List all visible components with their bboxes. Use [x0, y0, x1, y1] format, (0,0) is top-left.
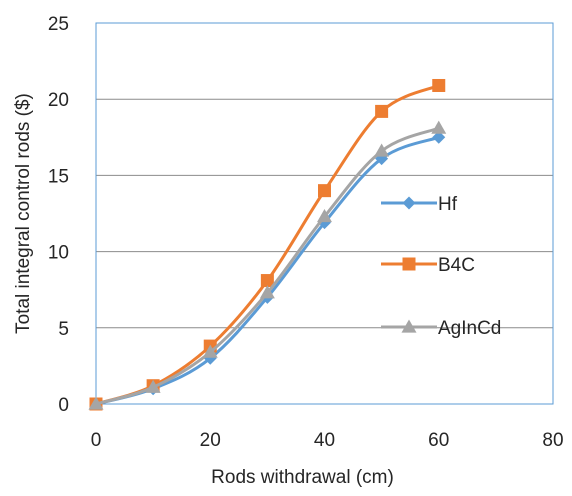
series-line-hf: [94, 135, 441, 406]
x-axis-title: Rods withdrawal (cm): [211, 467, 394, 488]
y-tick-label: 0: [58, 395, 69, 416]
tick-labels: 0 5 10 15 20 25 0 20 40 60 80: [48, 14, 564, 451]
y-tick-label: 20: [48, 90, 69, 111]
data-point-b4c: [260, 274, 274, 288]
legend-item-agincd: AgInCd: [381, 318, 501, 339]
legend-marker-b4c: [402, 257, 416, 271]
data-point-b4c: [375, 104, 389, 118]
y-axis-title: Total integral control rods ($): [13, 93, 34, 334]
y-tick-label: 15: [48, 166, 69, 187]
series-agincd: [88, 120, 447, 410]
legend-item-b4c: B4C: [381, 255, 475, 276]
series-layer: [88, 78, 447, 411]
x-tick-label: 20: [200, 430, 221, 451]
data-point-agincd: [88, 396, 104, 410]
y-tick-label: 10: [48, 243, 69, 264]
plot-area-border: [95, 22, 554, 405]
series-b4c: [89, 78, 446, 411]
data-point-agincd: [374, 143, 390, 157]
legend-label-b4c: B4C: [438, 255, 475, 276]
x-tick-label: 0: [91, 430, 102, 451]
legend-label-agincd: AgInCd: [438, 318, 501, 339]
x-tick-label: 60: [428, 430, 449, 451]
x-tick-label: 40: [314, 430, 335, 451]
series-hf: [89, 130, 446, 411]
data-point-agincd: [202, 344, 218, 358]
series-line-b4c: [94, 83, 441, 406]
legend: Hf B4C AgInCd: [381, 194, 501, 339]
legend-item-hf: Hf: [381, 194, 458, 215]
data-point-agincd: [145, 379, 161, 393]
data-point-agincd: [431, 120, 447, 134]
y-tick-label: 5: [58, 319, 69, 340]
data-point-hf: [432, 130, 446, 144]
data-point-b4c: [318, 184, 331, 198]
series-line-agincd: [94, 126, 441, 406]
grid-layer: [96, 98, 553, 329]
legend-label-hf: Hf: [438, 194, 458, 215]
data-point-agincd: [317, 209, 332, 223]
data-point-agincd: [259, 285, 275, 299]
data-point-b4c: [432, 78, 446, 92]
legend-marker-agincd: [401, 319, 417, 333]
x-tick-label: 80: [542, 430, 563, 451]
y-tick-label: 25: [48, 14, 69, 35]
legend-marker-hf: [402, 196, 416, 210]
